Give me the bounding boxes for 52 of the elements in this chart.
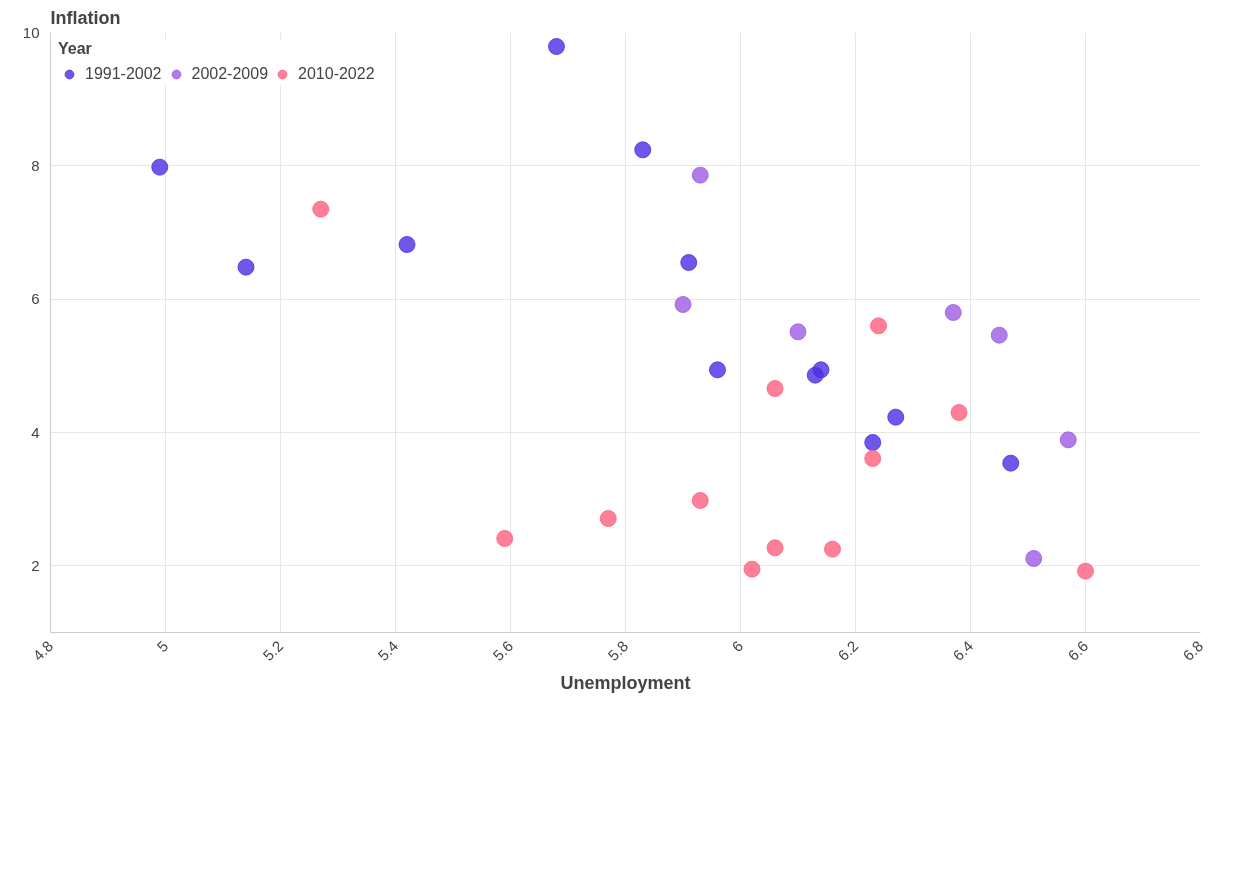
point xyxy=(1002,454,1020,472)
point xyxy=(743,560,761,578)
x-tick-label: 5.4 xyxy=(374,637,402,664)
y-tick-label: 4 xyxy=(31,423,40,441)
point xyxy=(887,408,905,426)
y-tick-label: 2 xyxy=(31,556,40,574)
x-tick-label: 5.6 xyxy=(489,637,517,664)
point xyxy=(1025,550,1043,567)
x-tick-label: 6 xyxy=(728,637,747,656)
x-tick-label: 5.2 xyxy=(259,637,287,664)
point xyxy=(864,450,882,467)
point xyxy=(1059,431,1077,449)
legend-label: 1991-2002 xyxy=(85,65,162,83)
x-tick-label: 5.8 xyxy=(604,637,632,664)
x-tick-label: 6.2 xyxy=(834,637,862,664)
y-tick-label: 6 xyxy=(31,290,40,308)
point xyxy=(766,539,784,557)
point xyxy=(944,304,962,321)
point xyxy=(812,361,830,379)
legend-label: 2010-2022 xyxy=(298,65,375,83)
point xyxy=(599,510,617,527)
point xyxy=(870,317,887,335)
x-tick-label: 5 xyxy=(153,637,172,656)
legend-label: 2002-2009 xyxy=(191,65,269,83)
point xyxy=(680,254,698,271)
point xyxy=(312,200,330,218)
point xyxy=(691,492,709,509)
point xyxy=(496,530,514,547)
x-tick-label: 4.8 xyxy=(29,637,57,664)
point xyxy=(709,361,726,379)
y-tick-label: 10 xyxy=(22,23,40,41)
point xyxy=(691,166,709,184)
point xyxy=(990,326,1008,344)
point xyxy=(151,158,169,176)
point xyxy=(864,434,882,451)
x-tick-label: 6.6 xyxy=(1064,637,1092,664)
point xyxy=(548,38,565,55)
point xyxy=(824,540,841,558)
point xyxy=(950,404,968,421)
point xyxy=(766,380,784,397)
point xyxy=(398,236,416,253)
y-axis-title: Inflation xyxy=(50,7,121,28)
point xyxy=(237,258,255,276)
point xyxy=(789,323,807,341)
x-axis-title: Unemployment xyxy=(560,673,691,694)
legend-title: Year xyxy=(58,40,93,58)
x-tick-label: 6.4 xyxy=(949,637,977,664)
point xyxy=(1077,562,1094,580)
point xyxy=(634,141,652,159)
x-tick-label: 6.8 xyxy=(1179,637,1207,664)
point xyxy=(674,296,692,313)
y-tick-label: 8 xyxy=(31,156,40,174)
